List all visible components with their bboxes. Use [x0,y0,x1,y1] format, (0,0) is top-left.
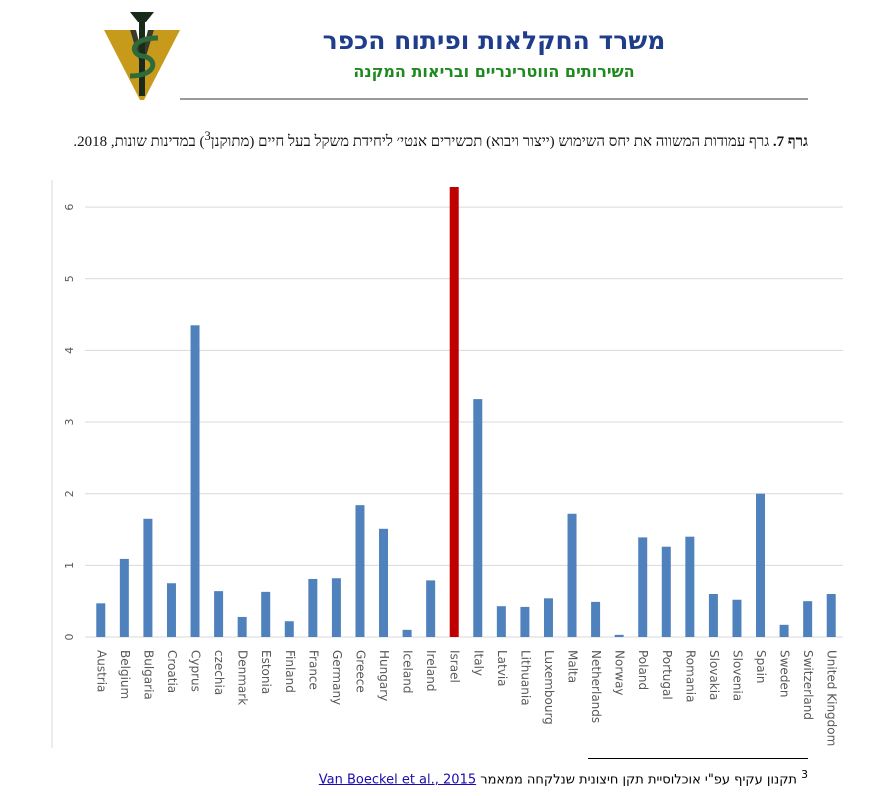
subtitle: השירותים הווטרינריים ובריאות המקנה [353,62,635,81]
y-tick-label: 0 [63,634,76,641]
bar [496,606,506,637]
x-tick-label: Finland [283,650,297,693]
x-tick-label: France [306,650,320,690]
bar [614,634,624,637]
y-tick-label: 3 [63,419,76,426]
bar [449,187,459,637]
x-tick-label: Slovenia [730,650,744,701]
x-tick-label: Latvia [495,650,509,687]
y-tick-label: 1 [63,562,76,569]
x-tick-label: Hungary [377,650,391,701]
bar [803,601,813,637]
caption: גרף 7. גרף עמודות המשווה את יחס השימוש (… [60,122,808,156]
x-tick-label: Romania [683,650,697,702]
x-tick-label: Croatia [165,650,179,693]
x-tick-label: Israel [448,650,462,683]
bar [638,537,648,637]
bar [543,598,553,637]
bar [190,325,200,637]
y-tick-label: 5 [63,275,76,282]
footnote: 3 תקנון עקיף עפ"י אוכלוסיית תקן חיצונית … [300,768,808,787]
x-tick-label: Denmark [236,650,250,705]
header-rule [180,98,808,100]
bar [685,536,695,637]
caption-text: ) במדינות שונות, 2018. [73,134,205,150]
x-tick-label: Iceland [401,650,415,693]
bar [520,606,530,637]
x-tick-label: Italy [471,650,485,676]
x-tick-label: Greece [353,650,367,693]
caption-text: גרף עמודות המשווה את יחס השימוש (ייצור ו… [210,134,770,150]
x-tick-label: Switzerland [801,650,815,720]
bar [826,594,836,637]
bar [214,591,224,637]
bar [756,493,766,637]
x-tick-label: United Kingdom [825,650,839,746]
bar [402,629,412,637]
bar [143,518,153,637]
bar [473,399,483,637]
bar [237,616,247,637]
footnote-ref: 3 [204,129,211,143]
footnote-number: 3 [801,768,808,781]
x-tick-label: Cyprus [189,650,203,692]
bar [331,578,341,637]
x-tick-label: Malta [566,650,580,683]
x-tick-label: Austria [94,650,108,692]
bar [779,624,789,637]
x-tick-label: Portugal [660,650,674,700]
x-tick-label: Bulgaria [141,650,155,700]
caption-label: גרף 7. [772,134,808,150]
bar [426,580,436,637]
bar [591,601,601,637]
bar [119,558,129,637]
bar [732,599,742,637]
x-tick-label: Luxembourg [542,650,556,725]
logo [104,12,180,100]
footnote-link[interactable]: Van Boeckel et al., 2015 [318,772,477,788]
x-tick-label: Belgium [118,650,132,699]
x-tick-label: Poland [636,650,650,690]
x-tick-label: Ireland [424,650,438,692]
bar [567,513,577,637]
bar [166,583,176,637]
x-tick-label: Norway [613,650,627,696]
bar [284,621,294,637]
y-tick-label: 6 [63,204,76,211]
bar [708,594,718,637]
x-tick-label: Germany [330,650,344,705]
bar [379,528,389,637]
footnote-text: תקנון עקיף עפ"י אוכלוסיית תקן חיצונית שנ… [480,772,797,788]
x-tick-label: Netherlands [589,650,603,723]
bar [355,505,365,637]
x-tick-label: Slovakia [707,650,721,700]
y-tick-label: 4 [63,347,76,354]
x-tick-label: czechia [212,650,226,695]
bar [96,603,106,637]
title: משרד החקלאות ופיתוח הכפר [322,26,666,55]
x-tick-label: Spain [754,650,768,684]
bar [261,591,271,637]
bar [308,578,318,637]
y-tick-label: 2 [63,490,76,497]
chart: 0 1 2 3 4 5 6 Austria Belgium Bulgaria Croatia Cypr… [51,180,843,748]
x-tick-label: Estonia [259,650,273,694]
footnote-rule [588,758,808,759]
x-tick-label: Sweden [778,650,792,697]
bar [661,546,671,637]
x-tick-label: Lithuania [518,650,532,706]
